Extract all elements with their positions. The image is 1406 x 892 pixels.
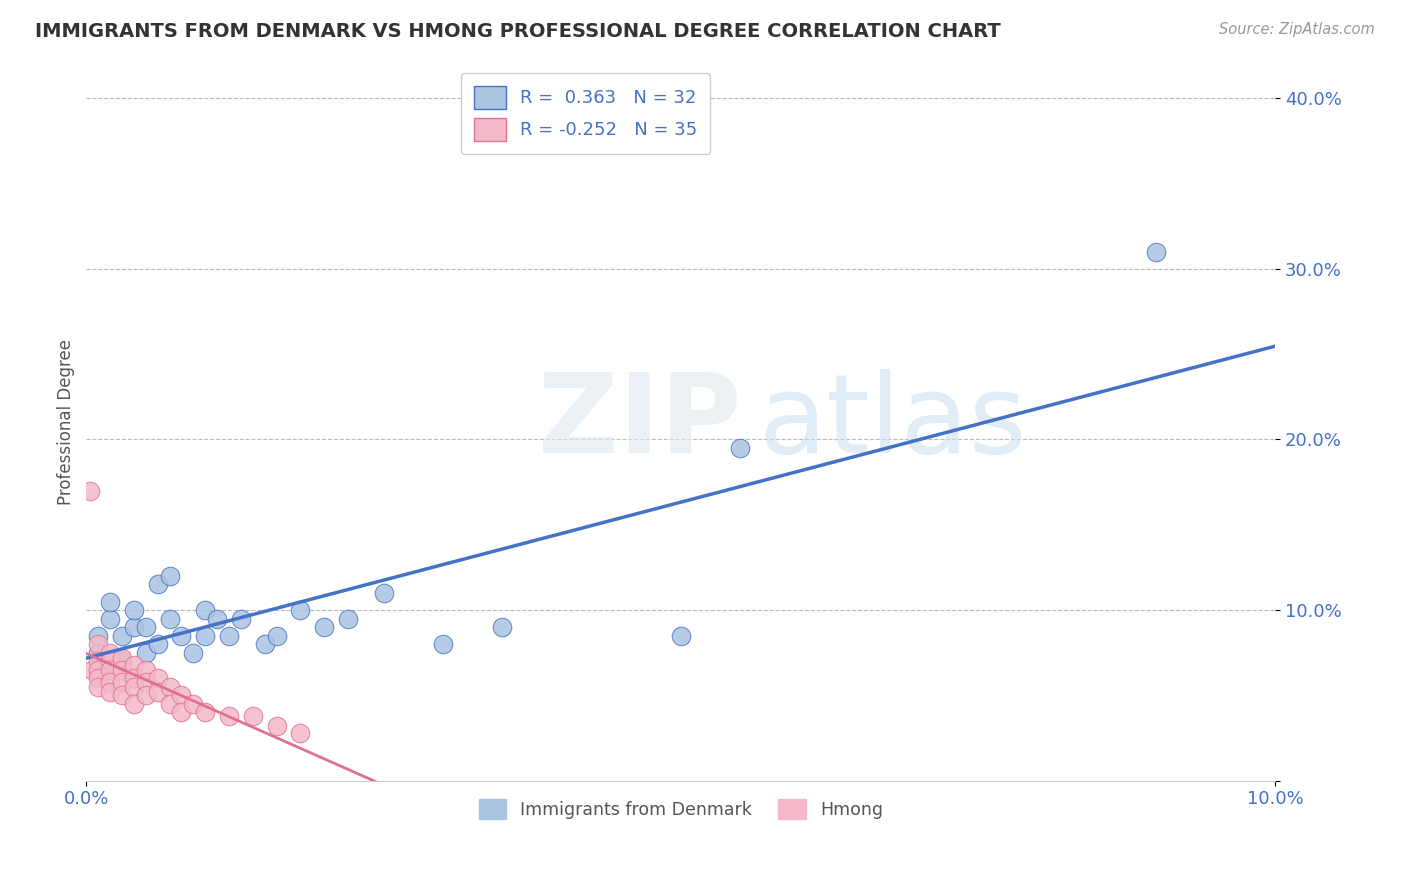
- Point: [159, 680, 181, 694]
- Point: [98, 654, 121, 668]
- Point: [242, 708, 264, 723]
- Point: [135, 689, 157, 703]
- Legend: Immigrants from Denmark, Hmong: Immigrants from Denmark, Hmong: [471, 792, 890, 826]
- Point: [194, 706, 217, 720]
- Point: [79, 483, 101, 498]
- Text: IMMIGRANTS FROM DENMARK VS HMONG PROFESSIONAL DEGREE CORRELATION CHART: IMMIGRANTS FROM DENMARK VS HMONG PROFESS…: [35, 22, 1001, 41]
- Point: [111, 650, 134, 665]
- Point: [111, 654, 134, 668]
- Point: [229, 611, 252, 625]
- Point: [312, 620, 335, 634]
- Point: [290, 603, 312, 617]
- Point: [218, 629, 240, 643]
- Point: [159, 697, 181, 711]
- Point: [122, 697, 145, 711]
- Text: Source: ZipAtlas.com: Source: ZipAtlas.com: [1219, 22, 1375, 37]
- Point: [181, 646, 204, 660]
- Point: [135, 620, 157, 634]
- Point: [146, 577, 169, 591]
- Point: [491, 620, 513, 634]
- Point: [111, 689, 134, 703]
- Point: [122, 603, 145, 617]
- Point: [373, 586, 395, 600]
- Point: [135, 646, 157, 660]
- Point: [253, 637, 276, 651]
- Point: [98, 663, 121, 677]
- Point: [82, 663, 104, 677]
- Point: [87, 629, 110, 643]
- Point: [181, 697, 204, 711]
- Point: [205, 611, 228, 625]
- Point: [266, 629, 288, 643]
- Point: [336, 611, 359, 625]
- Text: ZIP: ZIP: [538, 369, 741, 475]
- Point: [111, 629, 134, 643]
- Point: [98, 611, 121, 625]
- Point: [98, 646, 121, 660]
- Point: [87, 654, 110, 668]
- Point: [122, 680, 145, 694]
- Point: [98, 594, 121, 608]
- Point: [111, 663, 134, 677]
- Point: [122, 620, 145, 634]
- Point: [170, 629, 193, 643]
- Text: atlas: atlas: [758, 369, 1026, 475]
- Point: [290, 726, 312, 740]
- Point: [146, 685, 169, 699]
- Point: [194, 629, 217, 643]
- Point: [87, 663, 110, 677]
- Point: [146, 671, 169, 685]
- Y-axis label: Professional Degree: Professional Degree: [58, 339, 75, 506]
- Point: [135, 674, 157, 689]
- Point: [266, 719, 288, 733]
- Point: [728, 441, 751, 455]
- Point: [87, 680, 110, 694]
- Point: [170, 689, 193, 703]
- Point: [98, 685, 121, 699]
- Point: [432, 637, 454, 651]
- Point: [218, 708, 240, 723]
- Point: [87, 671, 110, 685]
- Point: [170, 706, 193, 720]
- Point: [159, 611, 181, 625]
- Point: [1144, 244, 1167, 259]
- Point: [87, 646, 110, 660]
- Point: [87, 637, 110, 651]
- Point: [194, 603, 217, 617]
- Point: [146, 637, 169, 651]
- Point: [98, 674, 121, 689]
- Point: [122, 671, 145, 685]
- Point: [159, 569, 181, 583]
- Point: [122, 657, 145, 672]
- Point: [669, 629, 692, 643]
- Point: [135, 663, 157, 677]
- Point: [111, 674, 134, 689]
